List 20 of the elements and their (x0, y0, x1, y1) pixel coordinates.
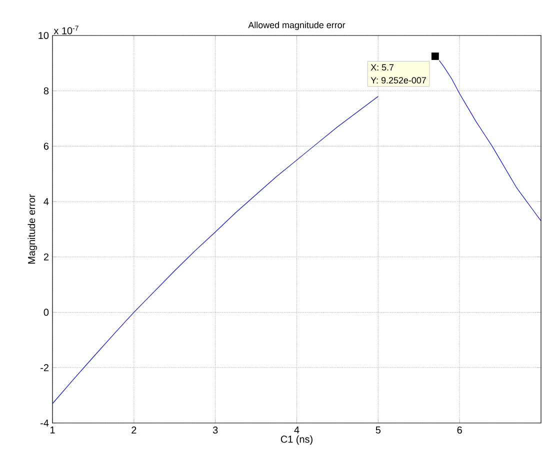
y-tick-label: 0 (44, 308, 49, 316)
y-tick-label: 2 (44, 253, 48, 260)
annotation: X: 5.7 (370, 64, 394, 71)
annotation: Y: 9.252e-007 (370, 77, 426, 84)
text: x 10$^{-7}$ (54, 26, 78, 34)
y-tick-label: 4 (44, 198, 49, 205)
x-tick-label: 5 (376, 426, 381, 434)
y-tick-label: 6 (44, 142, 49, 150)
y-tick-label: -4 (40, 420, 49, 426)
x-tick-label: 1 (50, 426, 55, 434)
x-tick-label: 2 (132, 426, 136, 434)
y-tick-label: 10 (38, 32, 49, 40)
x-tick-label: 3 (212, 426, 218, 434)
chart-title: Allowed magnitude error (248, 22, 346, 30)
x-axis-title: C1 (ns) (280, 435, 312, 445)
x-tick-label: 6 (457, 426, 462, 434)
y-axis-title: Magnitude error (28, 194, 38, 264)
y-tick-label: 8 (44, 87, 49, 94)
y-tick-label: -2 (40, 364, 48, 372)
x-tick-label: 4 (294, 426, 300, 434)
